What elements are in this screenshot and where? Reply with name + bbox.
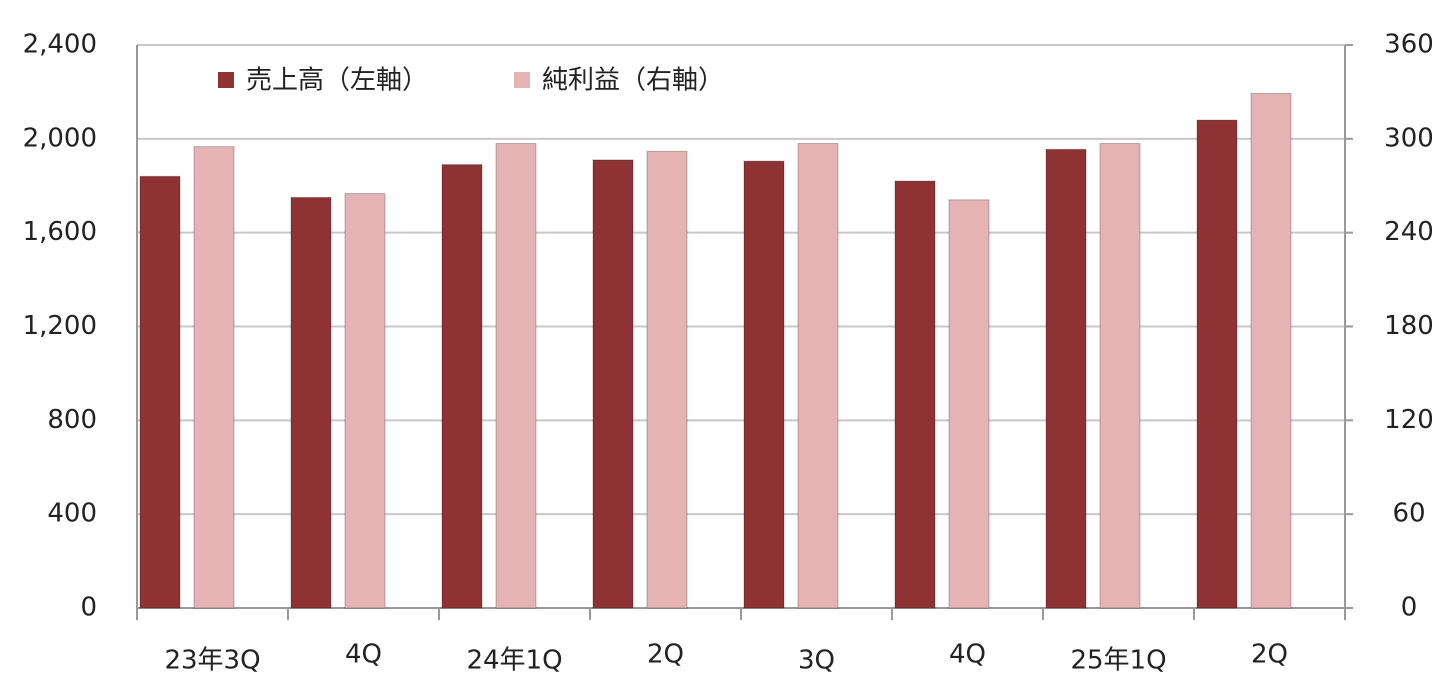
legend-swatch (218, 72, 234, 88)
bar (193, 146, 235, 609)
bar (1250, 92, 1292, 609)
bar (1099, 143, 1141, 609)
bar (592, 159, 634, 609)
y-tick-label: 2,400 (23, 30, 97, 60)
x-tick-label: 3Q (798, 646, 835, 676)
bar (344, 193, 386, 609)
x-tick-label: 2Q (1251, 640, 1288, 670)
bar (894, 180, 936, 609)
bar (1196, 119, 1238, 609)
legend-label: 純利益（右軸） (542, 66, 724, 96)
y-tick-label: 800 (47, 405, 97, 435)
y-tick-label: 1,200 (23, 311, 97, 341)
y2-tick-label: 300 (1384, 123, 1434, 153)
y2-tick-label: 60 (1392, 499, 1425, 529)
x-tick-label: 23年3Q (164, 646, 260, 676)
y-tick-label: 0 (80, 593, 97, 623)
x-tick-label: 4Q (345, 640, 382, 670)
y2-tick-label: 360 (1384, 30, 1434, 60)
y2-tick-label: 240 (1384, 217, 1434, 247)
y2-tick-label: 120 (1384, 405, 1434, 435)
bar (290, 196, 332, 609)
legend-label: 売上高（左軸） (246, 66, 428, 96)
bar (948, 199, 990, 609)
legend-swatch (514, 72, 530, 88)
bar (743, 160, 785, 609)
bar (646, 150, 688, 609)
y-tick-label: 1,600 (23, 217, 97, 247)
bar (1045, 148, 1087, 609)
bar (797, 143, 839, 609)
x-tick-label: 25年1Q (1070, 646, 1166, 676)
y2-tick-label: 180 (1384, 311, 1434, 341)
bar (441, 164, 483, 609)
y2-tick-label: 0 (1401, 593, 1418, 623)
bar (495, 143, 537, 609)
y-tick-label: 2,000 (23, 123, 97, 153)
x-tick-label: 24年1Q (466, 646, 562, 676)
x-tick-label: 2Q (647, 640, 684, 670)
bar (139, 175, 181, 609)
x-tick-label: 4Q (949, 640, 986, 670)
y-tick-label: 400 (47, 499, 97, 529)
